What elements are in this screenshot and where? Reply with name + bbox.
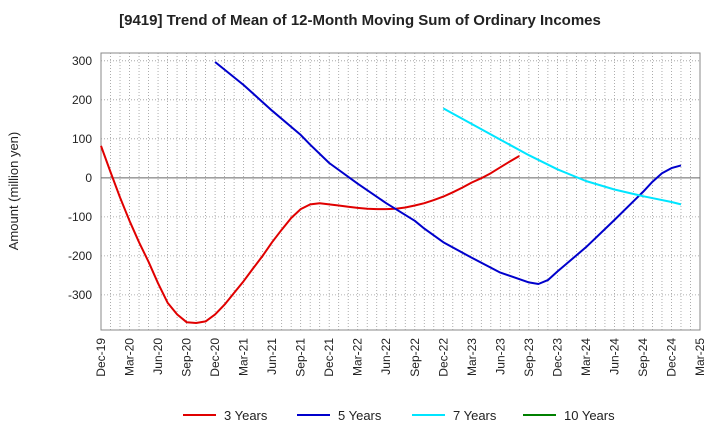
x-tick-label: Mar-22 <box>351 338 365 376</box>
legend: 3 Years 5 Years 7 Years 10 Years <box>183 408 615 423</box>
x-tick-label: Jun-22 <box>379 338 393 375</box>
x-tick-label: Sep-24 <box>636 338 650 377</box>
legend-label: 10 Years <box>564 408 615 423</box>
series-line-3-years <box>100 145 520 324</box>
y-tick-label: 0 <box>85 171 92 185</box>
legend-label: 7 Years <box>453 408 497 423</box>
x-tick-label: Sep-21 <box>294 338 308 377</box>
x-tick-label: Sep-22 <box>408 338 422 377</box>
legend-label: 5 Years <box>338 408 382 423</box>
x-tick-label: Dec-21 <box>322 338 336 377</box>
y-tick-labels: 300 200 100 0 -100 -200 -300 <box>68 54 92 302</box>
x-tick-labels: Dec-19 Mar-20 Jun-20 Sep-20 Dec-20 Mar-21 Jun-… <box>94 338 707 377</box>
y-tick-label: 200 <box>72 93 92 107</box>
series-line-7-years <box>442 107 682 206</box>
x-tick-label: Jun-23 <box>493 338 507 375</box>
x-tick-label: Mar-20 <box>123 338 137 376</box>
y-tick-label: 100 <box>72 132 92 146</box>
x-tick-label: Dec-20 <box>208 338 222 377</box>
x-tick-label: Dec-19 <box>94 338 108 377</box>
chart-title: [9419] Trend of Mean of 12-Month Moving … <box>119 12 601 29</box>
plot-area <box>100 52 701 331</box>
series-line-5-years <box>214 61 682 285</box>
x-tick-label: Jun-20 <box>151 338 165 375</box>
y-tick-label: -100 <box>68 210 92 224</box>
y-tick-label: 300 <box>72 54 92 68</box>
x-tick-label: Sep-20 <box>180 338 194 377</box>
x-tick-label: Jun-24 <box>607 338 621 375</box>
x-tick-label: Mar-25 <box>693 338 707 376</box>
x-tick-label: Mar-21 <box>237 338 251 376</box>
x-tick-label: Mar-24 <box>579 338 593 376</box>
x-tick-label: Dec-23 <box>550 338 564 377</box>
x-tick-label: Dec-22 <box>436 338 450 377</box>
y-tick-label: -200 <box>68 249 92 263</box>
series-lines <box>100 61 682 324</box>
x-tick-label: Jun-21 <box>265 338 279 375</box>
legend-label: 3 Years <box>224 408 268 423</box>
y-axis-label: Amount (million yen) <box>6 132 21 251</box>
y-tick-label: -300 <box>68 288 92 302</box>
x-tick-label: Sep-23 <box>522 338 536 377</box>
x-tick-label: Mar-23 <box>465 338 479 376</box>
x-tick-label: Dec-24 <box>664 338 678 377</box>
